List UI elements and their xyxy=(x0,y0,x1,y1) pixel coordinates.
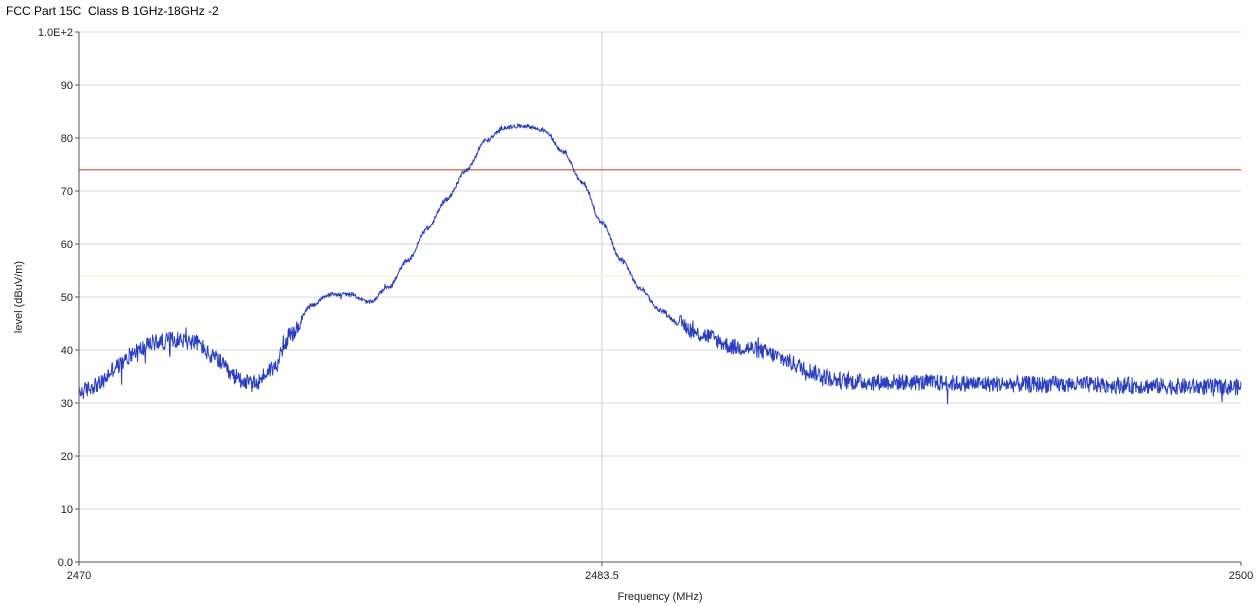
y-tick-label: 80 xyxy=(61,133,73,145)
y-tick-label: 0.0 xyxy=(58,557,73,569)
y-tick-label: 70 xyxy=(61,186,73,198)
y-tick-label: 50 xyxy=(61,292,73,304)
limit-lines xyxy=(79,170,1241,276)
x-axis-title: Frequency (MHz) xyxy=(618,591,703,603)
y-tick-label: 20 xyxy=(61,451,73,463)
y-tick-label: 30 xyxy=(61,398,73,410)
y-tick-label: 40 xyxy=(61,345,73,357)
grid-layer xyxy=(79,32,1241,562)
y-tick-label: 1.0E+2 xyxy=(38,27,73,39)
series-layer xyxy=(79,124,1241,404)
y-tick-label: 90 xyxy=(61,80,73,92)
y-axis-title: level (dBuV/m) xyxy=(13,261,25,333)
x-tick-label: 2483.5 xyxy=(585,570,619,582)
x-tick-label: 2470 xyxy=(67,570,91,582)
y-tick-label: 10 xyxy=(61,504,73,516)
series-line xyxy=(79,124,1241,404)
y-tick-label: 60 xyxy=(61,239,73,251)
x-tick-label: 2500 xyxy=(1229,570,1253,582)
axis-layer: 0.0 10 20 30 40 50 60 70 80 90 1.0E+2 2470 2483.5 250… xyxy=(38,27,1253,582)
